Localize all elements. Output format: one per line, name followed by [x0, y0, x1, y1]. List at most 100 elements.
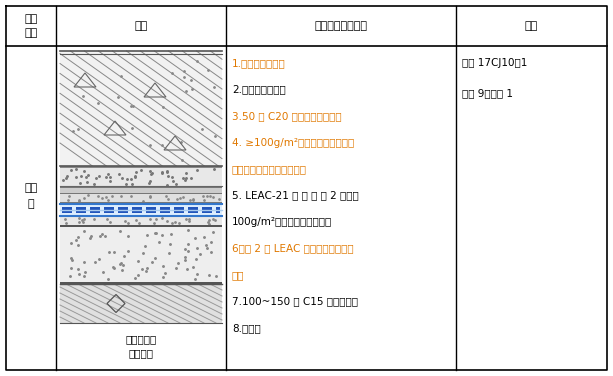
Point — [78, 228, 88, 234]
Text: 底板外防水
（二级）: 底板外防水 （二级） — [126, 334, 157, 358]
Point — [97, 231, 107, 237]
Point — [164, 250, 174, 256]
Bar — [174, 206, 184, 212]
Point — [178, 194, 188, 200]
Bar — [60, 215, 222, 217]
Point — [64, 193, 74, 199]
Point — [192, 271, 202, 277]
Point — [117, 175, 127, 181]
Point — [128, 181, 137, 187]
Point — [91, 175, 101, 181]
Point — [199, 234, 208, 240]
Point — [208, 217, 218, 223]
Point — [79, 168, 89, 174]
Point — [188, 264, 198, 270]
Point — [183, 241, 193, 247]
Text: 地下底板构造做法: 地下底板构造做法 — [314, 21, 368, 31]
Point — [61, 220, 71, 226]
Point — [205, 193, 215, 199]
Point — [209, 166, 219, 172]
Point — [192, 167, 202, 173]
Point — [180, 246, 189, 252]
Point — [102, 217, 112, 223]
Point — [120, 218, 130, 224]
Point — [89, 259, 99, 265]
Point — [83, 179, 93, 185]
Point — [60, 216, 70, 222]
Point — [188, 197, 197, 203]
Point — [78, 92, 88, 99]
Point — [116, 193, 126, 199]
Point — [163, 196, 173, 202]
Point — [61, 176, 70, 182]
Point — [158, 169, 167, 175]
Point — [184, 218, 194, 224]
Bar — [60, 166, 222, 168]
Point — [123, 220, 133, 226]
Point — [181, 216, 191, 222]
Bar — [160, 206, 170, 212]
Point — [151, 216, 161, 222]
Point — [132, 258, 142, 264]
Bar — [60, 225, 222, 227]
Point — [145, 215, 154, 221]
Bar — [146, 206, 156, 212]
Point — [147, 171, 156, 177]
Text: 7.100~150 厚 C15 混凝土垫层: 7.100~150 厚 C15 混凝土垫层 — [232, 297, 358, 306]
Point — [66, 167, 76, 173]
Bar — [60, 51, 222, 166]
Bar — [76, 206, 86, 212]
Point — [192, 58, 202, 64]
Point — [169, 179, 178, 185]
Point — [100, 233, 110, 239]
Point — [85, 235, 95, 241]
Bar — [118, 206, 128, 212]
Point — [204, 271, 214, 277]
Point — [65, 273, 75, 279]
Point — [79, 195, 89, 201]
Point — [129, 173, 139, 179]
Bar — [216, 206, 220, 212]
Point — [165, 241, 175, 247]
Point — [206, 249, 216, 255]
Text: 底板
三: 底板 三 — [25, 183, 37, 209]
Point — [137, 266, 147, 272]
Bar — [104, 206, 114, 212]
Point — [186, 175, 196, 181]
Point — [132, 169, 142, 175]
Point — [192, 246, 202, 252]
Point — [80, 259, 89, 265]
Point — [114, 171, 124, 177]
Point — [211, 273, 221, 279]
Point — [94, 256, 104, 262]
Bar — [60, 202, 222, 203]
Bar — [60, 217, 222, 225]
Point — [162, 182, 172, 188]
Point — [117, 267, 127, 273]
Point — [94, 173, 104, 179]
Point — [140, 243, 150, 249]
Point — [167, 70, 177, 76]
Point — [108, 264, 118, 270]
Point — [187, 86, 197, 92]
Point — [66, 240, 76, 246]
Point — [177, 139, 186, 145]
Point — [121, 181, 131, 187]
Bar — [62, 206, 72, 212]
Point — [214, 196, 224, 202]
Point — [74, 243, 83, 249]
Point — [186, 77, 196, 83]
Point — [86, 233, 96, 239]
Point — [203, 67, 213, 73]
Bar — [60, 188, 222, 193]
Point — [206, 239, 216, 245]
Point — [103, 197, 113, 203]
Point — [154, 239, 164, 245]
Point — [58, 177, 68, 183]
Point — [174, 220, 184, 226]
Point — [141, 268, 151, 274]
Point — [159, 104, 169, 110]
Point — [107, 193, 117, 199]
Point — [158, 274, 168, 280]
Point — [183, 249, 193, 255]
